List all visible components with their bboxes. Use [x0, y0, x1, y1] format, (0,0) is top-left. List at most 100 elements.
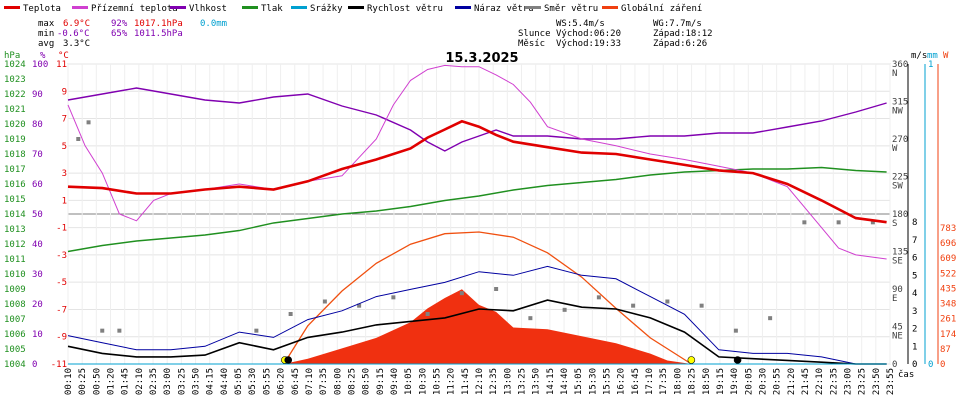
series-smer-point — [288, 312, 293, 316]
min-temp: -0.6°C — [57, 29, 90, 39]
w-tick: 522 — [940, 269, 956, 279]
x-tick: 00:50 — [92, 368, 102, 395]
max-label: max — [38, 19, 55, 29]
hpa-tick: 1017 — [4, 165, 26, 175]
pct-unit: % — [40, 51, 46, 61]
hpa-tick: 1005 — [4, 345, 26, 355]
x-tick: 16:20 — [617, 368, 627, 395]
temp-tick: -7 — [56, 305, 67, 315]
temp-unit: °C — [58, 51, 69, 61]
dir-tick: 135 — [892, 248, 908, 258]
series-tlak — [67, 166, 887, 253]
hpa-tick: 1012 — [4, 240, 26, 250]
series-smer-point — [562, 307, 567, 312]
hpa-tick: 1014 — [4, 210, 26, 220]
x-tick: 23:55 — [886, 368, 896, 395]
x-tick: 03:25 — [177, 368, 187, 395]
x-tick: 05:30 — [248, 368, 258, 395]
series-smer-point — [391, 295, 396, 300]
pct-tick: 60 — [32, 180, 43, 190]
x-tick: 13:00 — [503, 368, 513, 395]
x-tick: 04:40 — [220, 368, 230, 395]
legend-swatch-rosny — [72, 6, 88, 9]
x-tick: 20:05 — [744, 368, 754, 395]
temp-tick: -9 — [56, 333, 67, 343]
dir-tick: 315 — [892, 98, 908, 108]
ms-tick: 6 — [912, 254, 917, 264]
series-smer-point — [425, 312, 430, 316]
hpa-tick: 1010 — [4, 270, 26, 280]
x-tick: 12:10 — [475, 368, 485, 395]
series-smer-point — [699, 303, 704, 308]
ms-tick: 7 — [912, 236, 917, 246]
legend-label-naraz: Náraz větru — [474, 4, 534, 14]
hpa-tick: 1022 — [4, 90, 26, 100]
temp-tick: -5 — [56, 278, 67, 288]
temp-tick: 1 — [62, 196, 67, 206]
series-teplota — [67, 119, 887, 224]
series-smer-point — [768, 316, 773, 321]
dir-label: S — [892, 219, 897, 229]
series-globalni-zareni — [283, 289, 692, 364]
dir-tick: 45 — [892, 323, 903, 333]
legend-swatch-smer — [525, 6, 541, 9]
x-tick: 01:45 — [121, 368, 131, 395]
dir-label: SE — [892, 257, 903, 267]
pct-tick: 40 — [32, 240, 43, 250]
temp-tick: 3 — [62, 169, 67, 179]
hpa-tick: 1020 — [4, 120, 26, 130]
ms-tick: 8 — [912, 218, 917, 228]
max-temp: 6.9°C — [63, 19, 90, 29]
moonrise-marker — [733, 356, 742, 364]
x-tick: 19:15 — [716, 368, 726, 395]
sun-label: Slunce — [518, 29, 551, 39]
series-smer-point — [870, 220, 875, 225]
legend-swatch-vlhkost — [170, 6, 186, 9]
w-tick: 696 — [940, 239, 956, 249]
mm-tick: 0 — [928, 360, 933, 370]
legend-label-tlak: Tlak — [261, 4, 283, 14]
x-tick: 02:10 — [135, 368, 145, 395]
legend-swatch-rychlost — [348, 6, 364, 9]
x-tick: 08:50 — [362, 368, 372, 395]
series-smer-point — [86, 120, 91, 125]
x-tick: 05:05 — [234, 368, 244, 395]
legend-swatch-teplota — [4, 6, 20, 9]
ms-tick: 0 — [912, 360, 917, 370]
series-smer-point — [459, 291, 464, 296]
pct-tick: 70 — [32, 150, 43, 160]
x-tick: 00:10 — [64, 368, 74, 395]
pct-tick: 90 — [32, 90, 43, 100]
series-smer-point — [254, 328, 259, 333]
x-tick: 15:55 — [603, 368, 613, 395]
x-tick: 15:05 — [574, 368, 584, 395]
x-unit: čas — [898, 369, 914, 380]
x-tick: 06:20 — [277, 368, 287, 395]
pct-tick: 100 — [32, 60, 48, 70]
x-tick: 09:40 — [390, 368, 400, 395]
hpa-tick: 1016 — [4, 180, 26, 190]
hpa-tick: 1006 — [4, 330, 26, 340]
hpa-tick: 1018 — [4, 150, 26, 160]
temp-tick: -1 — [56, 224, 67, 234]
x-tick: 16:45 — [631, 368, 641, 395]
x-tick: 11:20 — [447, 368, 457, 395]
x-tick: 23:50 — [872, 368, 882, 395]
temp-tick: 9 — [62, 87, 67, 97]
w-tick: 174 — [940, 330, 956, 340]
wind-gust-info: WG:7.7m/s — [653, 19, 702, 29]
dir-tick: 0 — [892, 360, 897, 370]
hpa-unit: hPa — [4, 51, 20, 61]
max-rain: 0.0mm — [200, 19, 227, 29]
x-tick: 18:00 — [673, 368, 683, 395]
x-tick: 18:50 — [702, 368, 712, 395]
dir-tick: 225 — [892, 173, 908, 183]
avg-label: avg — [38, 39, 54, 49]
series-prizemni-teplota — [67, 64, 887, 260]
x-tick: 12:35 — [489, 368, 499, 395]
x-tick: 02:35 — [149, 368, 159, 395]
hpa-tick: 1013 — [4, 225, 26, 235]
w-unit: W — [943, 51, 949, 61]
dir-label: NE — [892, 332, 903, 342]
min-press: 1011.5hPa — [134, 29, 183, 39]
